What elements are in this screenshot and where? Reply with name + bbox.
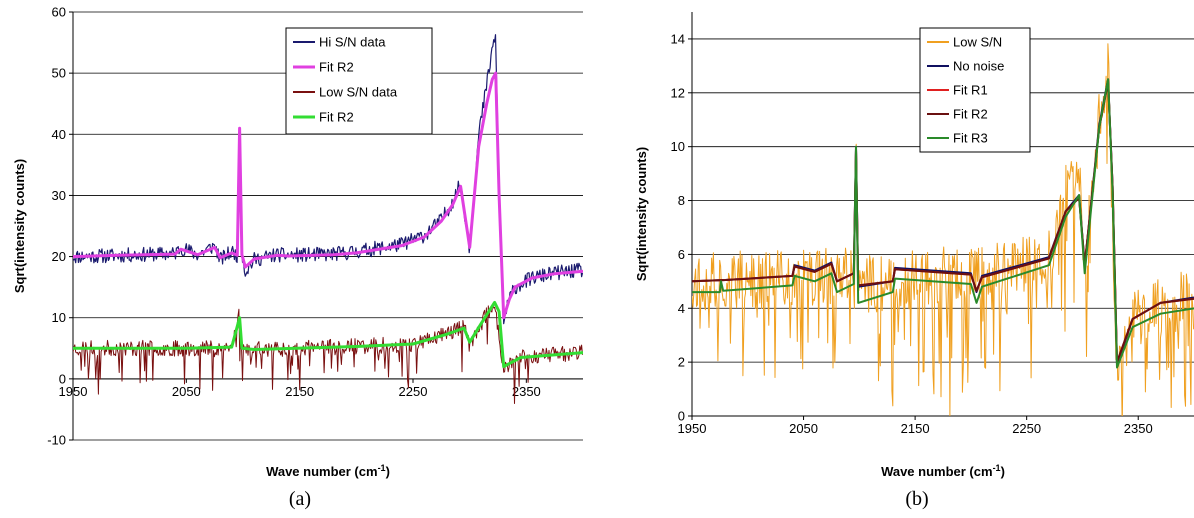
x-tick-label: 2250 (1012, 421, 1041, 436)
x-tick-label: 1950 (678, 421, 707, 436)
x-axis-title: Wave number (cm-1) (881, 463, 1005, 479)
series-line-2 (73, 71, 583, 320)
y-tick-label: 4 (678, 301, 685, 316)
x-tick-label: 1950 (59, 384, 88, 399)
legend-label: Fit R2 (319, 60, 354, 75)
x-axis-title-close: ) (1001, 464, 1005, 479)
x-tick-label: 2050 (789, 421, 818, 436)
y-tick-label: 12 (671, 85, 685, 100)
legend-label: Fit R2 (319, 110, 354, 125)
legend: Hi S/N data Fit R2 Low S/N data Fit R2 (285, 27, 433, 135)
y-tick-label: -10 (47, 433, 66, 448)
x-tick-label: 2050 (172, 384, 201, 399)
x-tick-label: 2150 (901, 421, 930, 436)
panel-caption: (a) (289, 488, 311, 510)
y-tick-label: 50 (52, 66, 66, 81)
y-tick-label: 10 (671, 139, 685, 154)
y-axis-title: Sqrt(intensity counts) (634, 147, 649, 281)
x-tick-label: 2250 (399, 384, 428, 399)
y-tick-label: 40 (52, 127, 66, 142)
legend-label: Low S/N (953, 35, 1002, 50)
y-tick-label: 10 (52, 310, 66, 325)
x-axis-title-close: ) (386, 464, 390, 479)
legend: Low S/N No noise Fit R1 Fit R2 Fit R3 (919, 27, 1031, 153)
x-axis-title-main: Wave number (cm (266, 464, 378, 479)
x-axis-title-sup: -1 (378, 463, 386, 473)
legend-label: Fit R1 (953, 83, 988, 98)
x-axis-title-sup: -1 (993, 463, 1001, 473)
y-tick-label: 60 (52, 5, 66, 20)
chart-panel-2: 0 2 4 6 8 10 12 14 1950 2050 2150 2250 2350 Low S/N No… (634, 12, 1194, 510)
series-line-3 (73, 304, 583, 404)
y-tick-label: 2 (678, 355, 685, 370)
x-axis-title: Wave number (cm-1) (266, 463, 390, 479)
x-tick-label: 2350 (1124, 421, 1153, 436)
series-line-5 (692, 78, 1194, 369)
legend-label: Low S/N data (319, 85, 398, 100)
x-tick-label: 2150 (285, 384, 314, 399)
legend-label: Fit R2 (953, 107, 988, 122)
y-axis-title: Sqrt(intensity counts) (12, 159, 27, 293)
legend-label: Hi S/N data (319, 35, 386, 50)
panel-caption: (b) (905, 488, 928, 510)
legend-label: Fit R3 (953, 131, 988, 146)
y-tick-label: 30 (52, 188, 66, 203)
chart-panel-1: -10 0 10 20 30 40 50 60 1950 2050 2150 2250 2350 Hi S… (12, 5, 583, 510)
legend-label: No noise (953, 59, 1004, 74)
y-tick-label: 14 (671, 31, 685, 46)
x-axis-title-main: Wave number (cm (881, 464, 993, 479)
y-tick-label: 8 (678, 193, 685, 208)
y-tick-label: 0 (678, 409, 685, 424)
y-tick-label: 0 (59, 371, 66, 386)
series-line-4 (73, 300, 583, 369)
y-tick-label: 20 (52, 249, 66, 264)
x-tick-label: 2350 (512, 384, 541, 399)
y-tick-label: 6 (678, 247, 685, 262)
